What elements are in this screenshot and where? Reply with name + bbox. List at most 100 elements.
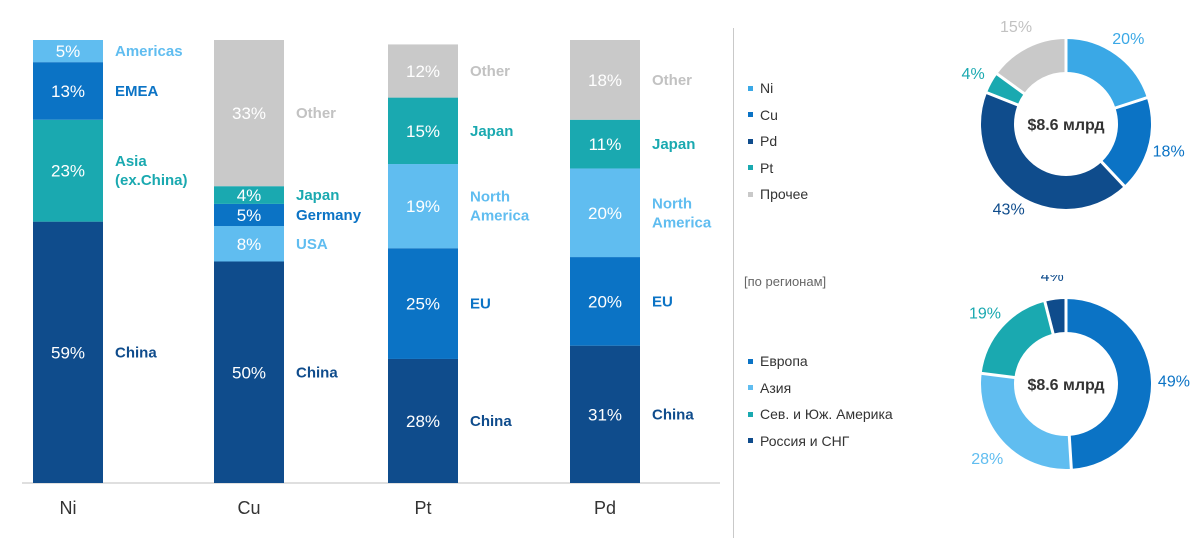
segment-label: Asia (ex.China) xyxy=(115,153,188,189)
donut-data-label: 43% xyxy=(993,201,1025,218)
legend-swatch xyxy=(748,358,753,364)
donut-data-label: 4% xyxy=(1041,275,1064,285)
donut-slice-pd xyxy=(981,39,1151,209)
legend-label: Азия xyxy=(760,379,792,396)
data-label: 31% xyxy=(588,405,622,424)
x-tick-label: Cu xyxy=(237,498,260,518)
bar-segment-cu-usa xyxy=(214,226,284,262)
legend-label: Прочее xyxy=(760,186,809,203)
data-label: 33% xyxy=(232,104,266,123)
bar-segment-cu-germany xyxy=(214,203,284,227)
bar-segment-pt-japan xyxy=(388,97,458,165)
bar-segment-pt-other xyxy=(388,44,458,98)
segment-label: EU xyxy=(470,296,491,313)
data-label: 59% xyxy=(51,343,85,362)
legend-label: Россия и СНГ xyxy=(760,432,850,449)
x-tick-label: Ni xyxy=(60,498,77,518)
legend-label: Pd xyxy=(760,133,778,150)
legend-swatch xyxy=(748,191,753,197)
legend-swatch xyxy=(748,385,753,391)
segment-label: Other xyxy=(296,105,336,122)
legend-label: Cu xyxy=(760,106,778,123)
bar-segment-ni-china xyxy=(33,221,103,483)
legend-label: Европа xyxy=(760,353,808,370)
bar-segment-pd-north-america xyxy=(570,168,640,258)
legend-label: Pt xyxy=(760,159,774,176)
donut-data-label: 19% xyxy=(969,306,1001,323)
legend-item-сев-и-юж-америка: Сев. и Юж. Америка xyxy=(748,401,893,428)
segment-label: Japan xyxy=(470,123,513,140)
data-label: 25% xyxy=(406,295,440,314)
segment-label: Other xyxy=(652,72,692,89)
legend-swatch xyxy=(748,138,753,144)
donut-chart-regions: $8.6 млрд 49% 28% 19% 4% xyxy=(969,275,1190,470)
slice-gap xyxy=(1067,434,1073,470)
segment-label: North America xyxy=(470,189,530,225)
segment-label: Japan xyxy=(296,187,339,204)
data-label: 18% xyxy=(588,71,622,90)
donut-slice-азия xyxy=(981,299,1151,469)
data-label: 8% xyxy=(237,235,262,254)
data-label: 11% xyxy=(589,135,622,154)
bar-segment-pd-japan xyxy=(570,119,640,169)
legend-swatch xyxy=(748,411,753,417)
bar-segment-pt-eu xyxy=(388,248,458,359)
segment-label: EMEA xyxy=(115,83,159,100)
segment-label: China xyxy=(470,413,512,430)
legend-swatch xyxy=(748,165,753,171)
donut-region-legend: Европа Азия Сев. и Юж. Америка Россия и СНГ xyxy=(748,348,893,454)
bar-segment-cu-japan xyxy=(214,186,284,204)
legend-item-cu: Cu xyxy=(748,102,808,129)
legend-item-ni: Ni xyxy=(748,75,808,102)
legend-item-pt: Pt xyxy=(748,155,808,182)
slice-gap xyxy=(1043,300,1055,335)
donut-center-label: $8.6 млрд xyxy=(1027,377,1104,394)
donut-region-subtitle: [по регионам] xyxy=(744,274,827,289)
slice-gap xyxy=(985,90,1020,107)
legend-swatch xyxy=(748,112,753,118)
segment-label: China xyxy=(296,364,338,381)
bar-segment-cu-china xyxy=(214,261,284,483)
legend-swatch xyxy=(748,85,753,91)
donut-metal-legend: Ni Cu Pd Pt Прочее xyxy=(748,75,808,208)
bar-segment-pt-china xyxy=(388,358,458,483)
segment-label: Americas xyxy=(115,43,183,60)
data-label: 28% xyxy=(406,412,440,431)
data-label: 13% xyxy=(51,82,85,101)
data-label: 23% xyxy=(51,162,85,181)
donut-chart-metals: $8.6 млрд 20% 18% 43% 4% 15% xyxy=(962,19,1185,218)
data-label: 20% xyxy=(588,204,622,223)
data-label: 50% xyxy=(232,363,266,382)
legend-item-европа: Европа xyxy=(748,348,893,375)
legend-swatch xyxy=(748,438,753,444)
bar-segment-ni-asia-ex-china xyxy=(33,119,103,222)
slice-gap xyxy=(995,72,1026,96)
donut-data-label: 20% xyxy=(1112,31,1144,48)
donut-center-label: $8.6 млрд xyxy=(1027,117,1104,134)
bar-segment-pt-north-america xyxy=(388,164,458,249)
bar-segment-cu-other xyxy=(214,40,284,187)
legend-item-прочее: Прочее xyxy=(748,181,808,208)
legend-label: Сев. и Юж. Америка xyxy=(760,406,893,423)
segment-label: Japan xyxy=(652,136,695,153)
bar-segment-ni-americas xyxy=(33,40,103,63)
legend-item-россия-и-снг: Россия и СНГ xyxy=(748,428,893,455)
data-label: 5% xyxy=(237,206,262,225)
data-label: 15% xyxy=(406,122,440,141)
bar-segment-pd-china xyxy=(570,345,640,483)
slice-gap xyxy=(1114,95,1149,110)
segment-label: EU xyxy=(652,293,673,310)
segment-label: Other xyxy=(470,63,510,80)
slice-gap xyxy=(980,371,1016,380)
data-label: 4% xyxy=(237,186,262,205)
chart-divider xyxy=(733,28,734,538)
segment-label: Germany xyxy=(296,207,362,224)
donut-data-label: 49% xyxy=(1158,374,1190,391)
stacked-bar-chart: 59% China 23% Asia (ex.China) 13% EMEA 5% Americ… xyxy=(22,40,720,518)
segment-label: China xyxy=(115,344,157,361)
bar-segment-pd-other xyxy=(570,40,640,120)
segment-label: USA xyxy=(296,236,328,253)
legend-label: Ni xyxy=(760,80,774,97)
donut-slice-cu xyxy=(981,39,1151,209)
donut-data-label: 28% xyxy=(971,451,1003,468)
